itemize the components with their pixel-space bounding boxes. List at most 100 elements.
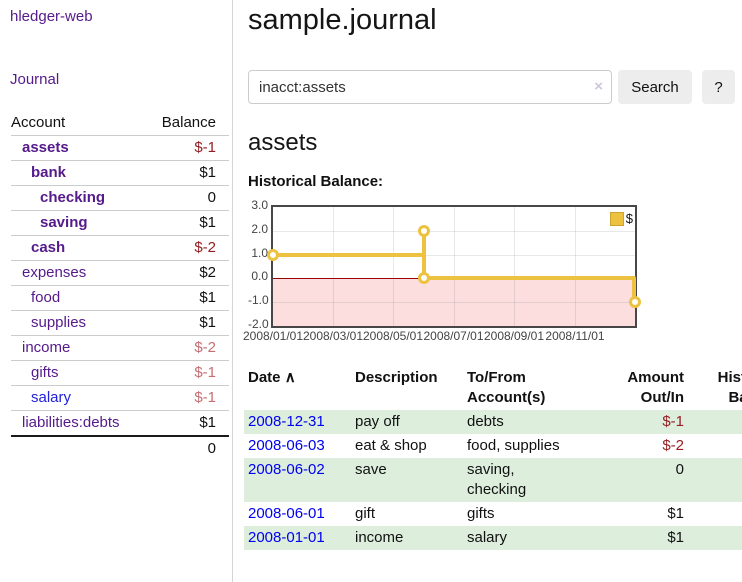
gridline: [575, 207, 576, 326]
account-link-income[interactable]: income: [22, 339, 71, 356]
y-tick: 3.0: [251, 198, 268, 212]
search-button[interactable]: Search: [618, 70, 692, 104]
search-input[interactable]: [248, 70, 612, 104]
register-row: 2008-06-02 save saving, checking 0 $2: [244, 458, 742, 502]
account-balance: $1: [199, 214, 216, 231]
gridline: [393, 207, 394, 326]
gridline: [333, 207, 334, 326]
account-link-expenses[interactable]: expenses: [22, 264, 87, 281]
account-link-assets[interactable]: assets: [22, 139, 69, 156]
account-link-gifts[interactable]: gifts: [31, 364, 59, 381]
data-point-marker: [418, 224, 430, 237]
account-row-checking: checking 0: [11, 186, 229, 211]
help-button[interactable]: ?: [702, 70, 735, 104]
transaction-accounts: gifts: [467, 505, 495, 522]
transaction-amount: $1: [667, 529, 684, 546]
gridline: [273, 230, 635, 232]
historical-balance-chart: 3.0 2.0 1.0 0.0 -1.0 -2.0 $: [243, 198, 728, 345]
account-balance: $-1: [194, 364, 216, 381]
account-balance: $-1: [194, 139, 216, 156]
app-title-link[interactable]: hledger-web: [10, 8, 93, 25]
data-point-marker: [418, 272, 430, 285]
transaction-date-link[interactable]: 2008-06-01: [248, 505, 325, 522]
account-link-food[interactable]: food: [31, 289, 61, 306]
search-box: ×: [248, 70, 612, 104]
transaction-date-link[interactable]: 2008-01-01: [248, 529, 325, 546]
gridline: [273, 254, 635, 256]
transaction-date-link[interactable]: 2008-06-02: [248, 461, 325, 478]
account-row-food: food $1: [11, 286, 229, 311]
account-row-liabilities-debts: liabilities:debts $1: [11, 411, 229, 436]
y-tick: -2.0: [248, 317, 269, 331]
y-tick: 0.0: [251, 269, 268, 284]
account-link-saving[interactable]: saving: [40, 214, 88, 231]
clear-search-icon[interactable]: ×: [594, 78, 603, 95]
transaction-description: gift: [355, 505, 376, 522]
x-tick: 2008/01/01: [242, 329, 304, 343]
y-tick: 1.0: [251, 245, 268, 260]
account-table-header: Account Balance: [11, 111, 229, 136]
transaction-date-link[interactable]: 2008-12-31: [248, 413, 325, 430]
sidebar: hledger-web Journal Account Balance asse…: [0, 0, 233, 582]
account-row-saving: saving $1: [11, 211, 229, 236]
transaction-accounts: debts: [467, 413, 504, 430]
register-header-row: Date ∧ Description To/From Account(s) Am…: [244, 366, 742, 410]
balance-line-segment: [632, 276, 636, 307]
account-link-liabilities-debts[interactable]: liabilities:debts: [22, 414, 120, 431]
date-column-header[interactable]: Date ∧: [244, 366, 351, 410]
account-heading: assets: [248, 129, 318, 156]
y-tick: -1.0: [248, 293, 269, 308]
account-column-header: Account: [11, 114, 66, 131]
account-link-cash[interactable]: cash: [31, 239, 66, 256]
y-tick: 2.0: [251, 221, 268, 236]
transaction-historical-balance: $2: [692, 458, 742, 502]
register-row: 2008-06-03 eat & shop food, supplies $-2…: [244, 434, 742, 458]
account-row-gifts: gifts $-1: [11, 361, 229, 386]
amount-column-header: Amount Out/In: [627, 369, 684, 406]
account-balance-table: Account Balance assets $-1 bank $1 check…: [11, 111, 229, 461]
transaction-amount: $1: [667, 505, 684, 522]
sort-ascending-icon: ∧: [284, 369, 296, 386]
description-column-header: Description: [355, 369, 438, 386]
legend-label: $: [625, 211, 633, 226]
balance-line-segment: [273, 252, 426, 257]
transaction-historical-balance: $2: [692, 502, 742, 526]
historical-column-header: Historical Balance: [717, 369, 742, 406]
account-balance: $1: [199, 164, 216, 181]
negative-region: [273, 278, 635, 326]
legend-swatch-icon: [609, 211, 624, 226]
register-row: 2008-01-01 income salary $1 $1: [244, 526, 742, 550]
account-row-bank: bank $1: [11, 161, 229, 186]
account-link-bank[interactable]: bank: [31, 164, 67, 181]
transaction-amount: 0: [675, 461, 684, 478]
account-balance: $-2: [194, 239, 216, 256]
balance-column-header: Balance: [161, 114, 216, 131]
x-tick: 2008/11/01: [545, 329, 605, 343]
gridline: [273, 302, 635, 304]
register-row: 2008-06-01 gift gifts $1 $2: [244, 502, 742, 526]
data-point-marker: [267, 248, 279, 261]
gridline: [453, 207, 455, 326]
sidebar-item-journal[interactable]: Journal: [10, 71, 60, 88]
transaction-historical-balance: $1: [692, 526, 742, 550]
account-link-salary[interactable]: salary: [31, 389, 72, 406]
account-balance: 0: [207, 189, 216, 206]
transaction-description: income: [355, 529, 404, 546]
account-link-checking[interactable]: checking: [40, 189, 106, 206]
search-form: × Search ?: [248, 70, 742, 104]
account-link-supplies[interactable]: supplies: [31, 314, 87, 331]
date-header-label: Date: [248, 369, 281, 386]
balance-line-segment: [424, 276, 635, 281]
register-row: 2008-12-31 pay off debts $-1 $-1: [244, 410, 742, 434]
transaction-historical-balance: $-1: [692, 410, 742, 434]
transaction-date-link[interactable]: 2008-06-03: [248, 437, 325, 454]
account-row-income: income $-2: [11, 336, 229, 361]
account-balance: $2: [199, 264, 216, 281]
account-balance: $1: [199, 314, 216, 331]
account-row-assets: assets $-1: [11, 136, 229, 161]
gridline: [514, 207, 515, 326]
transaction-accounts: salary: [467, 529, 508, 546]
chart-legend: $: [608, 210, 634, 227]
transaction-description: eat & shop: [355, 437, 427, 454]
account-balance: $-1: [194, 389, 216, 406]
